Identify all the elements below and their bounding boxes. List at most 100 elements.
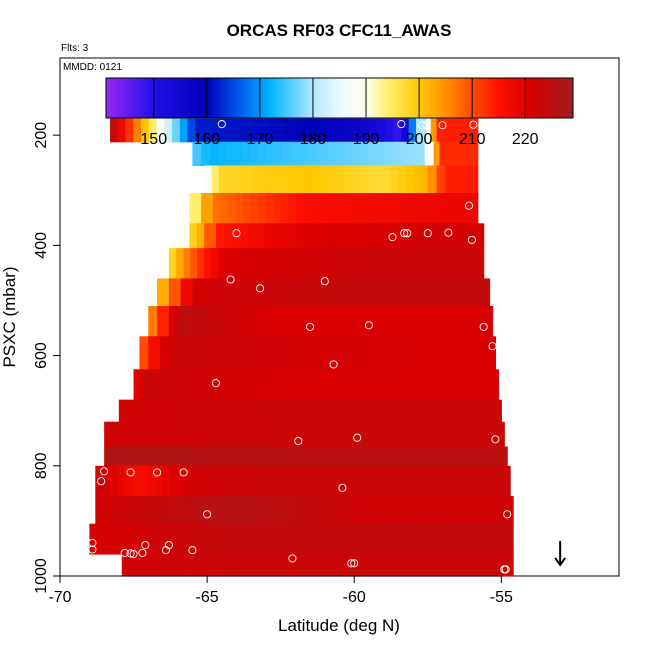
heatmap-cell xyxy=(476,305,485,337)
sample-marker xyxy=(438,121,447,130)
heatmap-cell xyxy=(377,141,386,167)
heatmap-cell xyxy=(439,141,448,167)
heatmap-cell xyxy=(133,118,142,143)
colorbar-tick-label: 190 xyxy=(353,131,380,148)
heatmap-cell xyxy=(408,141,418,167)
heatmap-cell xyxy=(180,223,191,249)
heatmap-cell xyxy=(406,421,416,448)
heatmap-cell xyxy=(322,496,331,525)
heatmap-cell xyxy=(420,165,429,194)
heatmap-cell xyxy=(187,523,197,555)
heatmap-cell xyxy=(505,553,514,577)
heatmap-cell xyxy=(179,553,188,577)
heatmap-cell xyxy=(203,523,213,555)
heatmap-cell xyxy=(322,305,332,337)
heatmap-cell xyxy=(201,141,211,167)
heatmap-cell xyxy=(400,496,410,525)
heatmap-cell xyxy=(171,336,181,370)
heatmap-cell xyxy=(353,141,362,167)
heatmap-cell xyxy=(327,399,336,423)
heatmap-cell xyxy=(391,465,401,497)
heatmap-cell xyxy=(148,336,161,370)
heatmap-cell xyxy=(141,118,150,143)
heatmap-cell xyxy=(441,553,451,577)
heatmap-cell xyxy=(228,193,237,224)
y-axis: 200 400 600 800 1000 xyxy=(33,122,61,594)
heatmap-cell xyxy=(431,465,440,497)
heatmap-cell xyxy=(276,523,285,555)
heatmap-cell xyxy=(341,421,350,448)
heatmap-cell xyxy=(112,421,121,448)
heatmap-cell xyxy=(285,118,295,143)
heatmap-cell xyxy=(272,248,281,280)
heatmap-cell xyxy=(279,399,288,423)
heatmap-cell xyxy=(430,421,440,448)
heatmap-cell xyxy=(249,278,258,307)
heatmap-cell xyxy=(269,421,279,448)
heatmap-cell xyxy=(349,193,358,224)
heatmap-cell xyxy=(259,496,269,525)
heatmap-cell xyxy=(313,141,323,167)
heatmap-cell xyxy=(320,248,329,280)
heatmap-cell xyxy=(400,141,410,167)
heatmap-cell xyxy=(239,399,248,423)
heatmap-cell xyxy=(225,465,234,497)
heatmap-cell xyxy=(337,141,346,167)
heatmap-cell xyxy=(355,523,364,555)
heatmap-cell xyxy=(217,248,226,280)
heatmap-cell xyxy=(473,553,483,577)
heatmap-cell xyxy=(175,446,184,467)
heatmap-cell xyxy=(378,278,387,307)
heatmap-cell xyxy=(240,248,250,280)
heatmap-cell xyxy=(211,118,221,143)
sample-marker xyxy=(88,545,97,554)
heatmap-cell xyxy=(117,465,126,497)
heatmap-cell xyxy=(275,496,284,525)
heatmap-cell xyxy=(341,193,350,224)
heatmap-cell xyxy=(268,165,278,194)
heatmap-cell xyxy=(257,278,266,307)
heatmap-cell xyxy=(183,248,192,280)
heatmap-cell xyxy=(315,553,325,577)
heatmap-cell xyxy=(158,369,168,401)
heatmap-cell xyxy=(285,165,295,194)
heatmap-cell xyxy=(437,248,446,280)
heatmap-cell xyxy=(347,523,356,555)
heatmap-cell xyxy=(324,446,334,467)
heatmap-cell xyxy=(281,465,291,497)
heatmap-cell xyxy=(460,193,470,224)
heatmap-cell xyxy=(265,193,274,224)
heatmap-cell xyxy=(380,446,389,467)
heatmap-cell xyxy=(449,553,459,577)
heatmap-cell xyxy=(413,165,422,194)
heatmap-cell xyxy=(214,421,223,448)
heatmap-cell xyxy=(134,496,143,525)
heatmap-cell xyxy=(236,553,246,577)
heatmap-cell xyxy=(222,446,231,467)
heatmap-cell xyxy=(342,165,352,194)
heatmap-cell xyxy=(102,465,111,497)
heatmap-cell xyxy=(146,553,156,577)
heatmap-cell xyxy=(215,223,225,249)
heatmap-cell xyxy=(190,369,200,401)
heatmap-cell xyxy=(430,118,438,143)
heatmap-cell xyxy=(273,193,282,224)
heatmap-cell xyxy=(453,118,462,143)
heatmap-cell xyxy=(372,446,381,467)
heatmap-cell xyxy=(346,278,355,307)
heatmap-cell xyxy=(292,336,302,370)
heatmap-cell xyxy=(281,141,291,167)
heatmap-cell xyxy=(138,553,147,577)
heatmap-cell xyxy=(139,336,149,370)
heatmap-cell xyxy=(190,248,198,280)
heatmap-cell xyxy=(302,193,311,224)
sample-marker xyxy=(188,546,197,555)
heatmap-cell xyxy=(179,336,189,370)
heatmap-cell xyxy=(220,523,229,555)
sample-marker xyxy=(232,229,241,238)
heatmap-cell xyxy=(249,141,259,167)
heatmap-cell xyxy=(273,141,283,167)
heatmap-cell xyxy=(148,305,158,337)
heatmap-cell xyxy=(103,496,112,525)
